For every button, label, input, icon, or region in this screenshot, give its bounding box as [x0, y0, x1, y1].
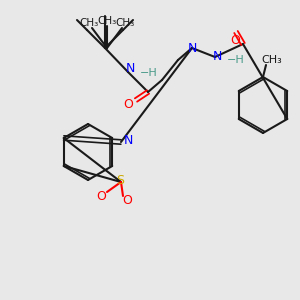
Text: CH₃: CH₃	[98, 16, 117, 26]
Text: O: O	[122, 194, 132, 206]
Text: O: O	[230, 34, 240, 46]
Text: CH₃: CH₃	[80, 18, 99, 28]
Text: N: N	[125, 62, 135, 76]
Text: CH₃: CH₃	[262, 55, 282, 65]
Text: S: S	[116, 173, 124, 187]
Text: N: N	[123, 134, 133, 148]
Text: −H: −H	[227, 55, 245, 65]
Text: O: O	[96, 190, 106, 202]
Text: CH₃: CH₃	[116, 18, 135, 28]
Text: O: O	[123, 98, 133, 110]
Text: N: N	[187, 41, 197, 55]
Text: N: N	[212, 50, 222, 62]
Text: −H: −H	[140, 68, 158, 78]
